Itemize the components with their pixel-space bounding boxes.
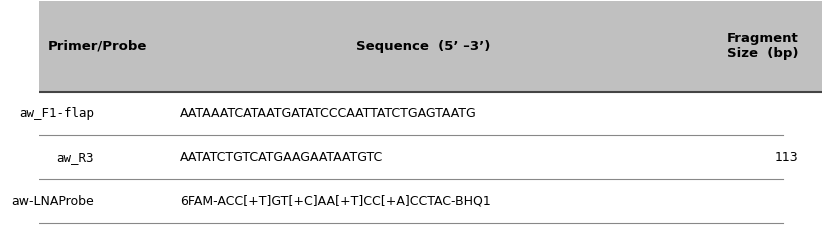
Text: Sequence  (5’ –3’): Sequence (5’ –3’)	[356, 40, 490, 53]
Text: aw-LNAProbe: aw-LNAProbe	[12, 195, 95, 208]
Text: AATATCTGTCATGAAGAATAATGTC: AATATCTGTCATGAAGAATAATGTC	[180, 151, 384, 164]
FancyBboxPatch shape	[40, 1, 821, 91]
Text: aw_F1-flap: aw_F1-flap	[19, 107, 95, 120]
Text: Fragment
Size  (bp): Fragment Size (bp)	[727, 32, 798, 60]
Text: 113: 113	[774, 151, 798, 164]
Text: AATAAATCATAATGATATCCCAATTATCTGAGTAATG: AATAAATCATAATGATATCCCAATTATCTGAGTAATG	[180, 107, 477, 120]
Text: Primer/Probe: Primer/Probe	[47, 40, 146, 53]
Text: aw_R3: aw_R3	[57, 151, 95, 164]
Text: 6FAM-ACC[+T]GT[+C]AA[+T]CC[+A]CCTAC-BHQ1: 6FAM-ACC[+T]GT[+C]AA[+T]CC[+A]CCTAC-BHQ1	[180, 195, 491, 208]
